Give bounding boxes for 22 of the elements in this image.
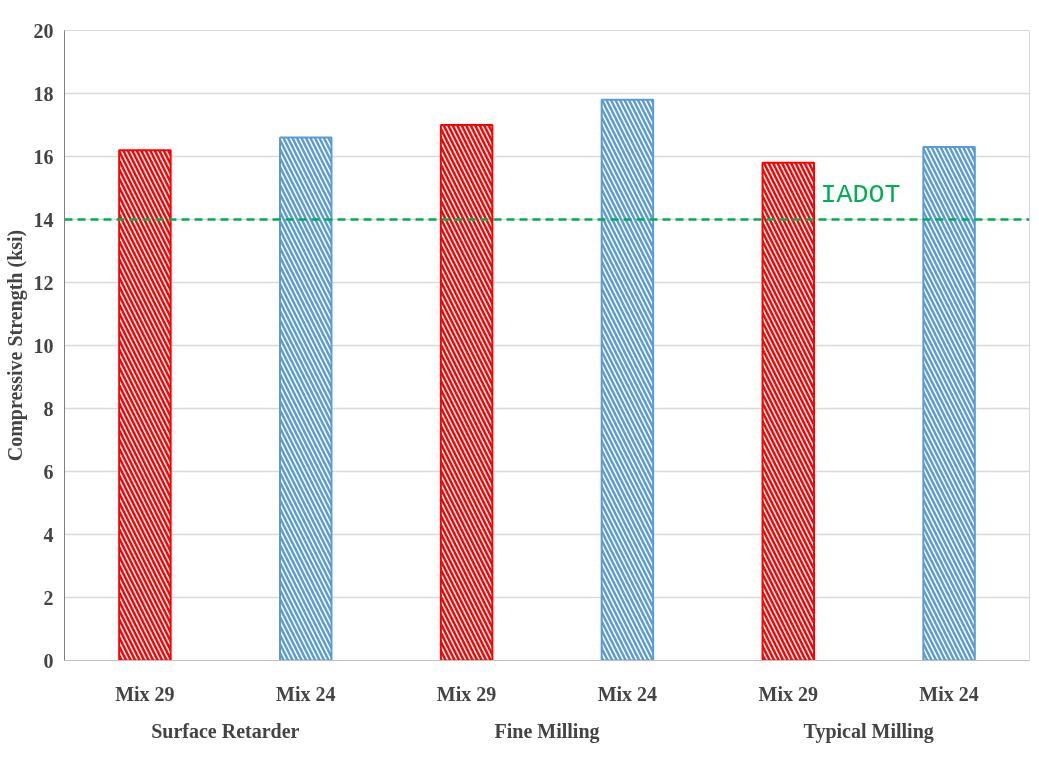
y-tick-label: 16 [33,145,54,168]
y-tick-label: 2 [43,586,54,609]
x-tick-label: Mix 29 [758,682,818,705]
y-tick-label: 18 [33,82,54,105]
ref-line-label: IADOT [820,180,901,211]
y-tick-label: 4 [43,523,54,546]
y-tick-label: 12 [33,271,54,294]
y-tick-label: 0 [43,649,54,672]
y-tick-label: 20 [33,19,54,42]
text: Fine Milling [494,719,600,743]
y-tick-label: 6 [43,460,54,483]
y-tick-label: 8 [43,397,54,420]
text: Surface Retarder [151,719,300,742]
y-tick-label: 14 [33,208,54,231]
x-tick-label: Mix 24 [597,682,658,705]
x-tick-label: Mix 24 [919,682,979,705]
x-tick-label: Mix 24 [276,682,336,705]
x-tick-label: Mix 29 [115,682,175,705]
y-tick-label: 10 [33,334,54,357]
x-tick-label: Mix 29 [436,682,497,705]
y-axis-title: Compressive Strength (ksi) [3,229,27,462]
text: Typical Milling [803,719,934,743]
